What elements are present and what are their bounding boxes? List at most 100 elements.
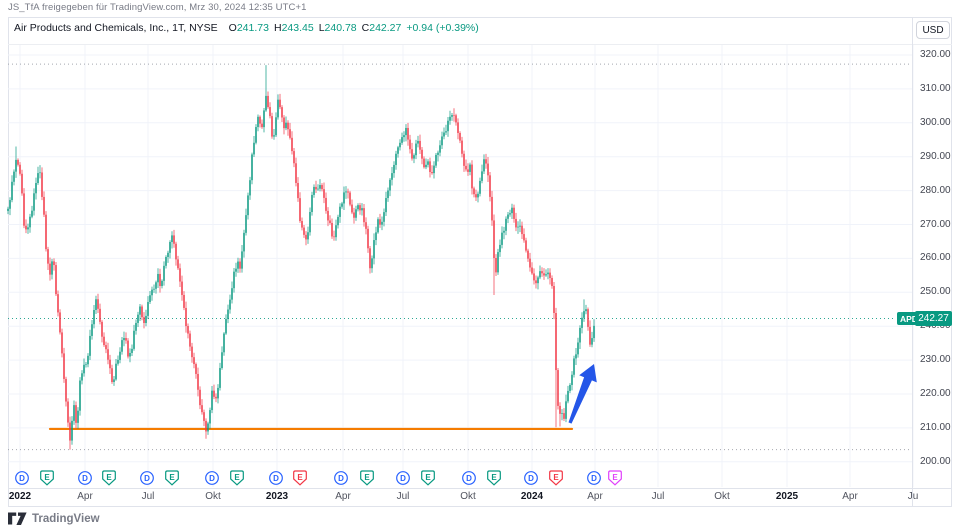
price-tick-label: 250.00 xyxy=(920,286,951,298)
time-axis-separator xyxy=(8,488,952,489)
candle-body xyxy=(339,206,341,217)
candle-body xyxy=(123,337,125,341)
candle-body xyxy=(441,136,443,146)
candle-body xyxy=(177,259,179,269)
candle-body xyxy=(271,116,273,137)
event-badge-letter: D xyxy=(466,474,472,483)
dividend-badge[interactable]: D xyxy=(524,471,538,485)
candle-body xyxy=(453,115,455,116)
earnings-badge[interactable]: E xyxy=(293,470,307,486)
candle-body xyxy=(427,161,429,165)
candle-body xyxy=(385,198,387,213)
earnings-badge[interactable]: E xyxy=(360,470,374,486)
candle-body xyxy=(307,232,309,240)
candle-body xyxy=(591,338,593,345)
dividend-badge[interactable]: D xyxy=(396,471,410,485)
dividend-badge[interactable]: D xyxy=(462,471,476,485)
candle-body xyxy=(529,258,531,268)
candle-body xyxy=(69,422,71,441)
candle-body xyxy=(195,364,197,374)
earnings-badge[interactable]: E xyxy=(549,470,563,486)
candle-body xyxy=(135,322,137,331)
earnings-badge[interactable]: E xyxy=(165,470,179,486)
price-tick-label: 290.00 xyxy=(920,150,951,162)
candle-body xyxy=(51,261,53,275)
candle-body xyxy=(489,175,491,197)
tradingview-logo[interactable]: TradingView xyxy=(8,511,100,526)
candle-body xyxy=(549,272,551,279)
candle-body xyxy=(543,273,545,276)
candle-body xyxy=(129,352,131,357)
candle-body xyxy=(295,163,297,183)
candle-body xyxy=(11,181,13,201)
dividend-badge[interactable]: D xyxy=(15,471,29,485)
event-badge-letter: E xyxy=(553,473,559,482)
candle-body xyxy=(499,244,501,253)
earnings-shield-icon xyxy=(360,470,374,486)
event-badge-letter: D xyxy=(273,474,279,483)
symbol-legend[interactable]: Air Products and Chemicals, Inc., 1T, NY… xyxy=(14,22,479,34)
candle-body xyxy=(559,405,561,414)
time-tick-label: Jul xyxy=(396,491,410,502)
price-tick-label: 300.00 xyxy=(920,116,951,128)
candle-body xyxy=(359,205,361,211)
candle-body xyxy=(141,306,143,318)
candle-body xyxy=(221,352,223,369)
candle-body xyxy=(131,348,133,353)
earnings-badge[interactable]: E xyxy=(608,470,622,486)
earnings-badge[interactable]: E xyxy=(102,470,116,486)
earnings-badge[interactable]: E xyxy=(421,470,435,486)
candle-body xyxy=(47,249,49,264)
candle-body xyxy=(545,274,547,276)
candle-body xyxy=(571,374,573,385)
candle-body xyxy=(413,155,415,159)
candle-body xyxy=(45,214,47,250)
candle-body xyxy=(379,219,381,225)
candle-body xyxy=(169,241,171,253)
dividend-badge[interactable]: D xyxy=(334,471,348,485)
candle-body xyxy=(417,140,419,144)
ohlc-high: H243.45 xyxy=(273,22,314,34)
candle-body xyxy=(21,173,23,194)
dividend-badge[interactable]: D xyxy=(140,471,154,485)
event-badge-letter: E xyxy=(234,473,240,482)
candle-body xyxy=(249,180,251,196)
candle-body xyxy=(425,164,427,168)
currency-unit-button[interactable]: USD xyxy=(916,21,950,39)
candle-body xyxy=(573,358,575,375)
candle-body xyxy=(145,315,147,324)
candle-body xyxy=(323,189,325,198)
dividend-badge[interactable]: D xyxy=(587,471,601,485)
earnings-badge[interactable]: E xyxy=(40,470,54,486)
dividend-badge[interactable]: D xyxy=(269,471,283,485)
candle-body xyxy=(301,221,303,228)
candle-body xyxy=(109,359,111,369)
symbol-description[interactable]: Air Products and Chemicals, Inc., 1T, NY… xyxy=(14,22,218,34)
earnings-badge[interactable]: E xyxy=(487,470,501,486)
candle-body xyxy=(117,359,119,364)
tradingview-logo-text: TradingView xyxy=(32,512,100,525)
candle-body xyxy=(403,135,405,138)
candle-body xyxy=(361,208,363,211)
candle-body xyxy=(259,116,261,124)
candle-body xyxy=(59,312,61,333)
up-arrow-drawing[interactable] xyxy=(568,364,597,424)
candle-body xyxy=(197,373,199,390)
event-badge-letter: E xyxy=(297,473,303,482)
candle-body xyxy=(27,227,29,230)
candle-body xyxy=(461,140,463,154)
candle-body xyxy=(121,340,123,352)
candle-body xyxy=(535,280,537,284)
candle-body xyxy=(475,194,477,198)
candle-body xyxy=(299,198,301,222)
candle-body xyxy=(215,396,217,399)
earnings-badge[interactable]: E xyxy=(230,470,244,486)
candle-body xyxy=(253,142,255,155)
candle-body xyxy=(211,390,213,411)
dividend-badge[interactable]: D xyxy=(78,471,92,485)
dividend-badge[interactable]: D xyxy=(205,471,219,485)
event-badge-letter: E xyxy=(106,473,112,482)
